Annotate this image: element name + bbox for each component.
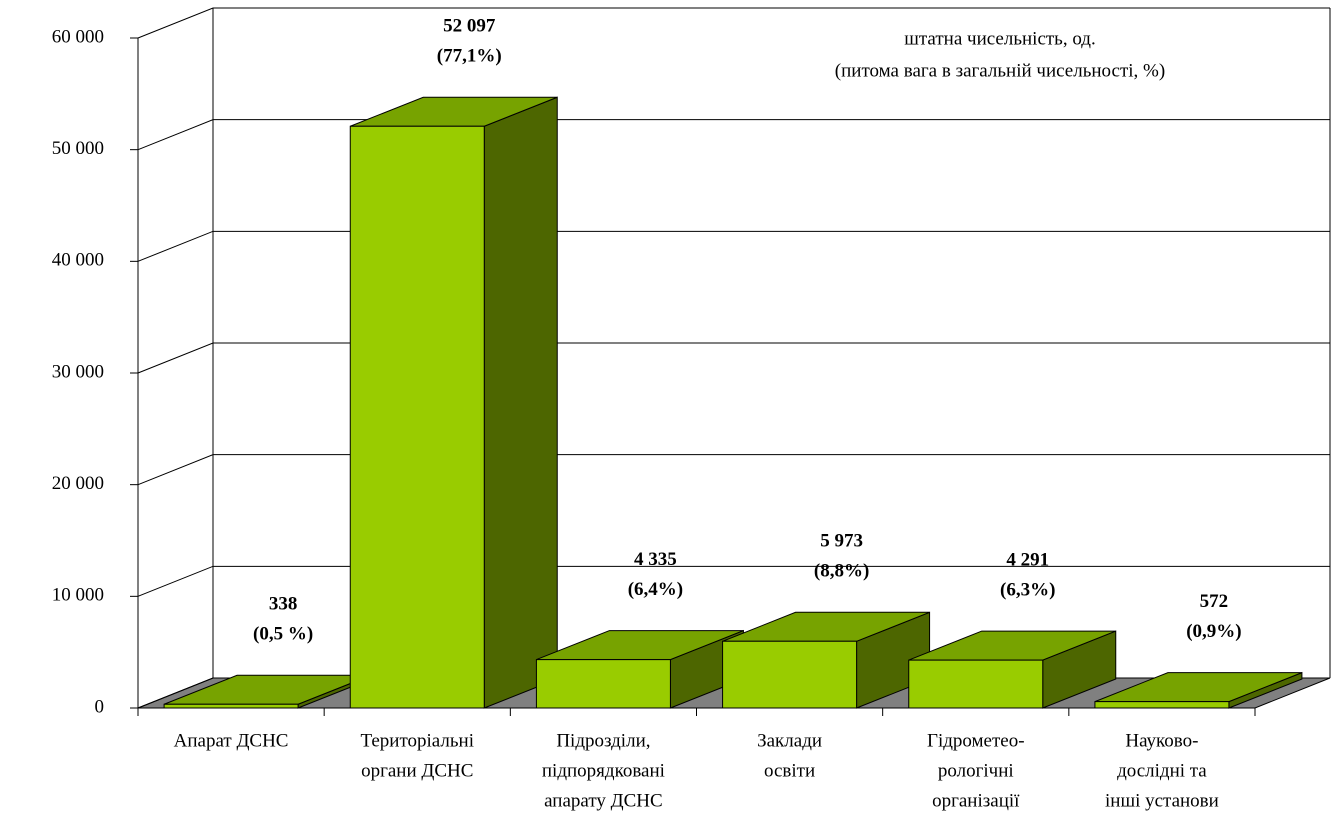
bar-front (163, 703, 299, 709)
bar (908, 630, 1117, 709)
x-tick-label: Територіальні (360, 730, 474, 751)
y-tick-label: 60 000 (52, 26, 104, 47)
x-tick-label: Заклади (757, 730, 822, 751)
bar-front (535, 659, 671, 709)
x-tick-label: органи ДСНС (361, 760, 473, 781)
bar (722, 611, 931, 709)
value-label: 338 (269, 594, 298, 615)
y-tick-label: 0 (95, 696, 105, 717)
value-label: (0,9%) (1186, 621, 1241, 642)
x-tick-label: Апарат ДСНС (174, 730, 289, 751)
chart-title: штатна чисельність, од. (904, 28, 1095, 49)
y-tick-label: 50 000 (52, 138, 104, 159)
grid-line (137, 454, 1330, 486)
grid-line (137, 230, 1330, 262)
value-label: (0,5 %) (253, 624, 313, 645)
x-tick-label: апарату ДСНС (544, 790, 663, 811)
x-tick-label: Підрозділи, (556, 730, 650, 751)
bar-front (908, 659, 1044, 709)
value-label: 572 (1200, 591, 1229, 612)
y-tick-label: 10 000 (52, 585, 104, 606)
value-label: (6,3%) (1000, 579, 1055, 600)
y-tick-label: 40 000 (52, 250, 104, 271)
x-tick-label: організації (932, 790, 1020, 811)
bar-front (722, 640, 858, 709)
value-label: (6,4%) (628, 579, 683, 600)
value-label: 4 335 (634, 549, 677, 570)
grid-line (137, 342, 1330, 374)
x-tick-label: підпорядковані (542, 760, 665, 781)
value-label: 52 097 (443, 16, 496, 37)
grid-line (137, 119, 1330, 151)
bar (349, 96, 558, 709)
y-tick-label: 20 000 (52, 473, 104, 494)
value-label: (77,1%) (437, 46, 502, 67)
x-tick-label: освіти (764, 760, 815, 781)
y-tick-label: 30 000 (52, 361, 104, 382)
bar-side (483, 96, 558, 709)
grid-line (137, 565, 1330, 597)
value-label: 4 291 (1006, 549, 1049, 570)
bar-front (1094, 701, 1230, 709)
chart-subtitle: (питома вага в загальній чисельності, %) (835, 60, 1165, 81)
value-label: (8,8%) (814, 561, 869, 582)
x-tick-label: рологічні (938, 760, 1014, 781)
x-tick-label: Гідрометео- (927, 730, 1025, 751)
bar (1094, 671, 1303, 709)
value-label: 5 973 (820, 531, 863, 552)
bar-front (349, 125, 485, 709)
grid-line (137, 7, 1330, 39)
x-tick-label: дослідні та (1117, 760, 1207, 781)
x-tick-label: інші установи (1105, 790, 1219, 811)
x-tick-label: Науково- (1125, 730, 1198, 751)
